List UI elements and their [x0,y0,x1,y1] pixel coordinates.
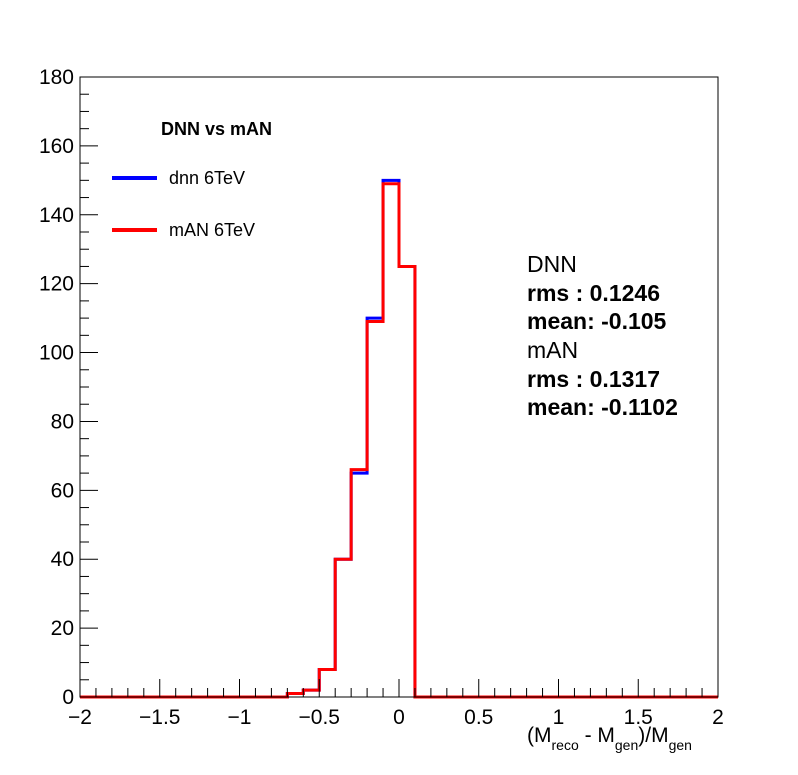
x-tick-label: −0.5 [299,706,340,729]
histogram-series-man [80,182,718,699]
axis-ticks: −2 −1.5 −1 −0.5 0 0.5 1 1.5 20204060801001201401… [39,66,724,729]
stats-man-label: mAN [527,337,578,363]
legend-label-dnn: dnn 6TeV [169,168,245,188]
stats-annotation: DNN rms : 0.1246 mean: -0.105 mAN rms : … [527,251,678,420]
y-tick-label: 80 [51,410,74,433]
legend-title: DNN vs mAN [161,119,272,139]
stats-dnn-label: DNN [527,251,577,277]
y-tick-label: 20 [51,617,74,640]
legend-label-man: mAN 6TeV [169,220,255,240]
stats-man-rms: rms : 0.1317 [527,366,660,392]
y-tick-label: 40 [51,548,74,571]
y-tick-label: 120 [39,273,74,296]
x-tick-label: 1 [553,706,565,729]
y-tick-label: 0 [62,686,74,709]
x-tick-label: 1.5 [624,706,653,729]
x-tick-label: 2 [712,706,724,729]
y-tick-label: 140 [39,204,74,227]
x-tick-label: 0.5 [464,706,493,729]
x-tick-label: −1.5 [139,706,180,729]
histogram-series-layer [80,178,718,699]
y-tick-label: 180 [39,66,74,89]
x-tick-label: −2 [68,706,92,729]
y-tick-label: 60 [51,479,74,502]
x-tick-label: −1 [228,706,252,729]
stats-dnn-mean: mean: -0.105 [527,308,667,334]
y-tick-label: 100 [39,342,74,365]
x-tick-label: 0 [393,706,405,729]
stats-man-mean: mean: -0.1102 [527,394,678,420]
stats-dnn-rms: rms : 0.1246 [527,280,660,306]
x-axis-label: (Mreco - Mgen)/Mgen [527,724,692,753]
legend: DNN vs mAN dnn 6TeV mAN 6TeV [112,119,272,240]
y-tick-label: 160 [39,135,74,158]
